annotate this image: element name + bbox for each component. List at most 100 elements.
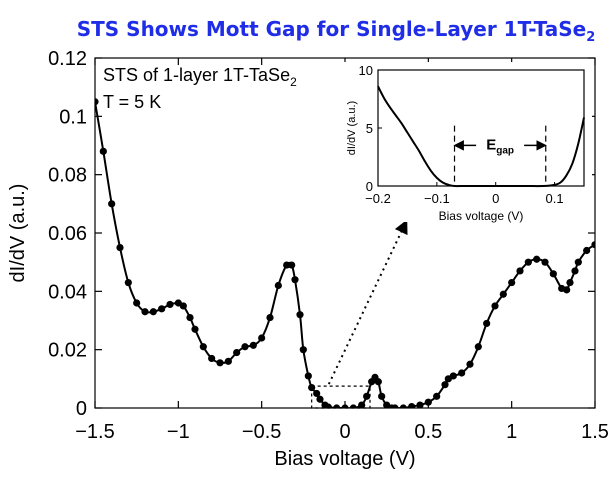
main-data-point [186, 313, 194, 322]
main-data-point [191, 325, 199, 333]
main-data-point [574, 258, 582, 266]
main-data-point [591, 241, 595, 249]
inset-series-line [377, 85, 585, 188]
main-data-point [541, 258, 549, 266]
main-data-point [571, 267, 579, 275]
inset-y-tick-label: 0 [366, 179, 373, 194]
main-x-tick-label: 1.5 [581, 421, 609, 443]
main-x-tick-label: −1.5 [75, 421, 114, 443]
annotation-sample: STS of 1-layer 1T-TaSe2 [103, 65, 297, 89]
main-data-point [99, 147, 107, 155]
main-data-point [288, 261, 296, 269]
main-data-point [313, 389, 321, 398]
main-data-point [433, 392, 441, 400]
inset-y-tick-label: 10 [359, 63, 373, 78]
main-y-tick-label: 0.1 [59, 106, 87, 128]
main-y-tick-label: 0.04 [48, 281, 87, 303]
inset-x-tick-label: 0 [492, 191, 499, 206]
inset-y-ticks: 0 5 10 [359, 63, 382, 194]
main-data-point [141, 308, 149, 316]
inset-x-ticks: −0.2 −0.1 0 0.1 [365, 182, 564, 206]
main-data-point [358, 401, 366, 408]
annotation-temperature: T = 5 K [103, 92, 161, 112]
main-data-point [341, 404, 349, 408]
main-data-point [441, 381, 449, 389]
main-data-point [349, 404, 357, 408]
main-data-point [233, 348, 241, 357]
inset-x-tick-label: −0.1 [424, 191, 450, 206]
main-data-point [424, 398, 432, 406]
inset-y-tick-label: 5 [366, 121, 373, 136]
main-data-point [179, 302, 187, 310]
main-data-point [466, 360, 474, 368]
main-plot: −1.5 −1 −0.5 0 0.5 1 1.5 00.020.040.060.080.10… [7, 48, 609, 470]
main-data-point [199, 343, 207, 351]
inset-background [342, 62, 592, 222]
main-data-point [224, 357, 232, 365]
main-x-tick-label: −1 [167, 421, 190, 443]
main-y-tick-label: 0.02 [48, 340, 87, 362]
main-data-point [491, 302, 499, 310]
inset-x-axis-label: Bias voltage (V) [439, 209, 524, 223]
main-data-point [299, 346, 307, 354]
main-data-point [399, 404, 407, 408]
main-data-point [583, 246, 591, 255]
main-data-point [258, 334, 266, 342]
main-series-points [95, 98, 595, 408]
main-data-point [149, 308, 157, 316]
main-data-point [208, 354, 216, 363]
main-data-point [508, 278, 516, 287]
main-data-point [391, 404, 399, 408]
main-data-point [499, 290, 507, 298]
main-data-point [516, 267, 524, 275]
main-x-tick-label: 0.5 [414, 421, 442, 443]
main-data-point [416, 401, 424, 408]
main-data-point [291, 276, 299, 284]
inset-y-axis-label: dI/dV (a.u.) [346, 101, 358, 155]
inset-x-tick-label: −0.2 [365, 191, 391, 206]
main-data-point [363, 392, 371, 400]
zoom-region-box [311, 385, 371, 409]
main-data-point [566, 278, 574, 287]
main-data-point [166, 300, 174, 309]
main-data-point [296, 311, 304, 319]
main-data-point [158, 305, 166, 313]
main-data-point [283, 261, 291, 269]
main-data-point [133, 299, 141, 307]
inset-x-tick-label: 0.1 [546, 191, 564, 206]
main-data-point [333, 404, 341, 408]
zoom-arrow [327, 219, 408, 385]
main-data-point [95, 98, 99, 106]
main-data-point [266, 313, 274, 322]
main-data-point [449, 372, 457, 380]
main-x-tick-label: 0 [339, 421, 350, 443]
main-data-point [216, 359, 224, 367]
main-x-tick-label: −0.5 [242, 421, 281, 443]
main-data-point [274, 281, 282, 290]
main-data-point [316, 395, 324, 403]
main-y-tick-label: 0.12 [48, 48, 87, 70]
main-data-point [249, 341, 257, 349]
main-data-point [304, 372, 312, 380]
main-y-ticks: 0 0.02 0.04 0.06 0.08 0.1 0.12 [48, 48, 595, 420]
main-y-tick-label: 0 [76, 398, 87, 420]
main-data-point [108, 200, 116, 208]
main-data-point [374, 378, 382, 386]
main-data-point [408, 402, 416, 408]
main-data-point [549, 270, 557, 278]
main-x-tick-label: 1 [506, 421, 517, 443]
main-data-point [458, 369, 466, 377]
main-data-point [474, 343, 482, 351]
main-data-point [524, 258, 532, 266]
chart-title: STS Shows Mott Gap for Single-Layer 1T-T… [77, 17, 595, 45]
main-data-point [324, 403, 332, 408]
main-x-axis-label: Bias voltage (V) [274, 448, 415, 470]
main-y-tick-label: 0.08 [48, 165, 87, 187]
main-y-axis-label: dI/dV (a.u.) [7, 184, 29, 283]
gap-label: Egap [486, 136, 514, 156]
main-y-tick-label: 0.06 [48, 223, 87, 245]
main-data-point [241, 343, 249, 351]
main-data-point [533, 255, 541, 263]
